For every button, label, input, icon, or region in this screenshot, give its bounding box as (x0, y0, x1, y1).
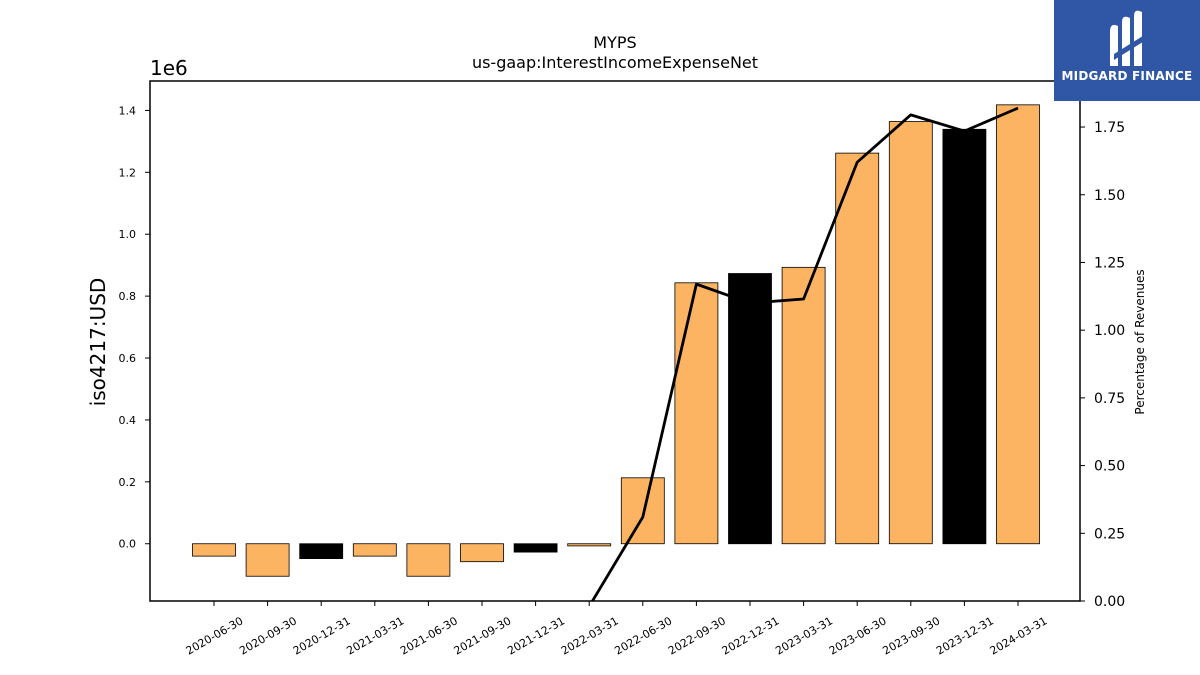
bar-2023-03-31 (781, 266, 826, 545)
bar-2023-09-30 (888, 121, 933, 545)
x-tick-label: 2022-03-31 (559, 614, 621, 657)
percentage-of-revenues-line (590, 106, 1019, 601)
y-axis-offset-text: 1e6 (150, 56, 188, 80)
bar-2021-09-30 (460, 543, 504, 563)
bar-2020-06-30 (192, 543, 236, 557)
y2-tick-label: 1.25 (1094, 255, 1125, 271)
y2-tick-label: 1.00 (1094, 323, 1125, 339)
y-tick-label: 0.8 (119, 290, 137, 303)
bar-2023-06-30 (835, 152, 880, 545)
y-tick-label: 0.2 (119, 476, 137, 489)
y2-tick-label: 0.25 (1094, 526, 1125, 542)
bars-group (192, 104, 1040, 577)
x-tick-label: 2022-06-30 (612, 614, 674, 657)
x-tick-label: 2022-12-31 (720, 614, 782, 657)
line-group (590, 106, 1019, 601)
x-tick-label: 2021-12-31 (505, 614, 567, 657)
y-tick-label: 0.4 (119, 414, 137, 427)
bar-2022-12-31 (728, 273, 772, 545)
y2-tick-label: 1.50 (1094, 188, 1125, 204)
y-tick-label: 1.4 (119, 104, 137, 117)
secondary-y-axis-label: Percentage of Revenues (1133, 269, 1147, 414)
chart-title: MYPS (593, 33, 636, 52)
bar-2024-03-31 (996, 104, 1040, 545)
y-tick-label: 1.2 (119, 166, 137, 179)
bar-2020-09-30 (245, 543, 290, 577)
x-tick-label: 2020-12-31 (291, 614, 353, 657)
bar-2021-12-31 (513, 543, 558, 553)
bar-2020-12-31 (299, 543, 344, 559)
x-tick-label: 2023-03-31 (773, 614, 835, 657)
bar-2022-09-30 (674, 282, 719, 545)
x-tick-label: 2023-06-30 (827, 614, 889, 657)
y2-tick-label: 0.50 (1094, 459, 1125, 475)
bar-2022-03-31 (567, 543, 612, 547)
x-tick-label: 2023-09-30 (880, 614, 942, 657)
y-tick-label: 0.6 (119, 352, 137, 365)
bar-2021-06-30 (406, 543, 451, 577)
x-tick-label: 2021-09-30 (452, 614, 514, 657)
y-tick-label: 1.0 (119, 228, 137, 241)
chart-subtitle: us-gaap:InterestIncomeExpenseNet (472, 53, 758, 72)
midgard-finance-logo: MIDGARD FINANCE (1054, 0, 1200, 101)
x-tick-label: 2022-09-30 (666, 614, 728, 657)
bar-2022-06-30 (620, 477, 665, 545)
logo-mark-icon (1110, 10, 1146, 67)
y2-tick-label: 0.00 (1094, 594, 1125, 610)
x-tick-label: 2023-12-31 (934, 614, 996, 657)
y-tick-label: 0.0 (119, 538, 137, 551)
y2-tick-label: 1.75 (1094, 120, 1125, 136)
x-tick-label: 2020-06-30 (184, 614, 246, 657)
x-tick-label: 2020-09-30 (237, 614, 299, 657)
bar-2023-12-31 (942, 128, 987, 545)
y2-tick-label: 0.75 (1094, 391, 1125, 407)
x-tick-label: 2024-03-31 (988, 614, 1050, 657)
plot-frame (149, 80, 1081, 602)
bar-2021-03-31 (352, 543, 397, 557)
logo-text: MIDGARD FINANCE (1061, 69, 1193, 83)
y-axis-label: iso4217:USD (86, 278, 110, 407)
x-tick-label: 2021-03-31 (344, 614, 406, 657)
x-tick-label: 2021-06-30 (398, 614, 460, 657)
